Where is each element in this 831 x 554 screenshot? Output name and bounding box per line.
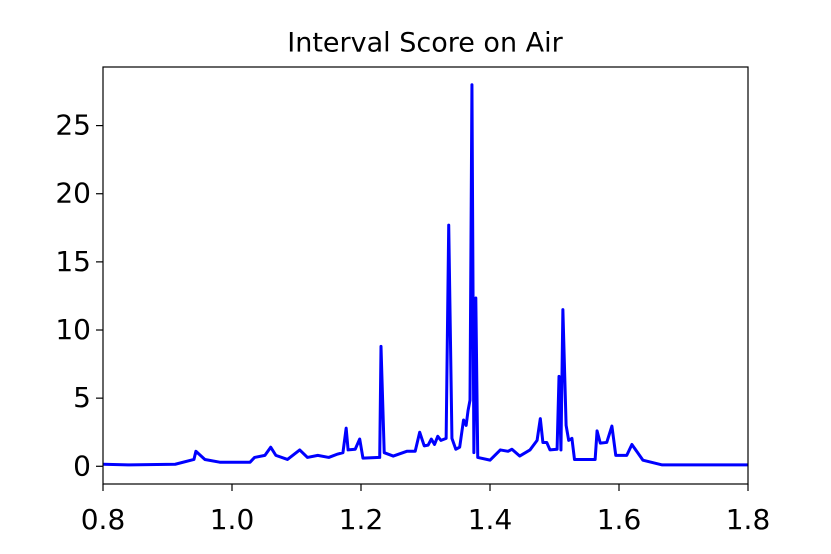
x-tick-label: 1.8	[726, 503, 771, 536]
y-tick-label: 10	[55, 313, 91, 346]
y-tick-label: 5	[73, 381, 91, 414]
y-tick-label: 0	[73, 449, 91, 482]
x-tick-label: 1.2	[339, 503, 384, 536]
y-tick-label: 15	[55, 245, 91, 278]
chart-title: Interval Score on Air	[287, 28, 563, 59]
y-tick-label: 20	[55, 177, 91, 210]
plot-frame	[102, 66, 749, 485]
y-tick-label: 25	[55, 109, 91, 142]
x-tick-label: 1.6	[597, 503, 642, 536]
x-tick-label: 1.0	[210, 503, 255, 536]
x-tick-label: 0.8	[81, 503, 126, 536]
x-tick-label: 1.4	[468, 503, 513, 536]
data-line	[102, 83, 748, 467]
